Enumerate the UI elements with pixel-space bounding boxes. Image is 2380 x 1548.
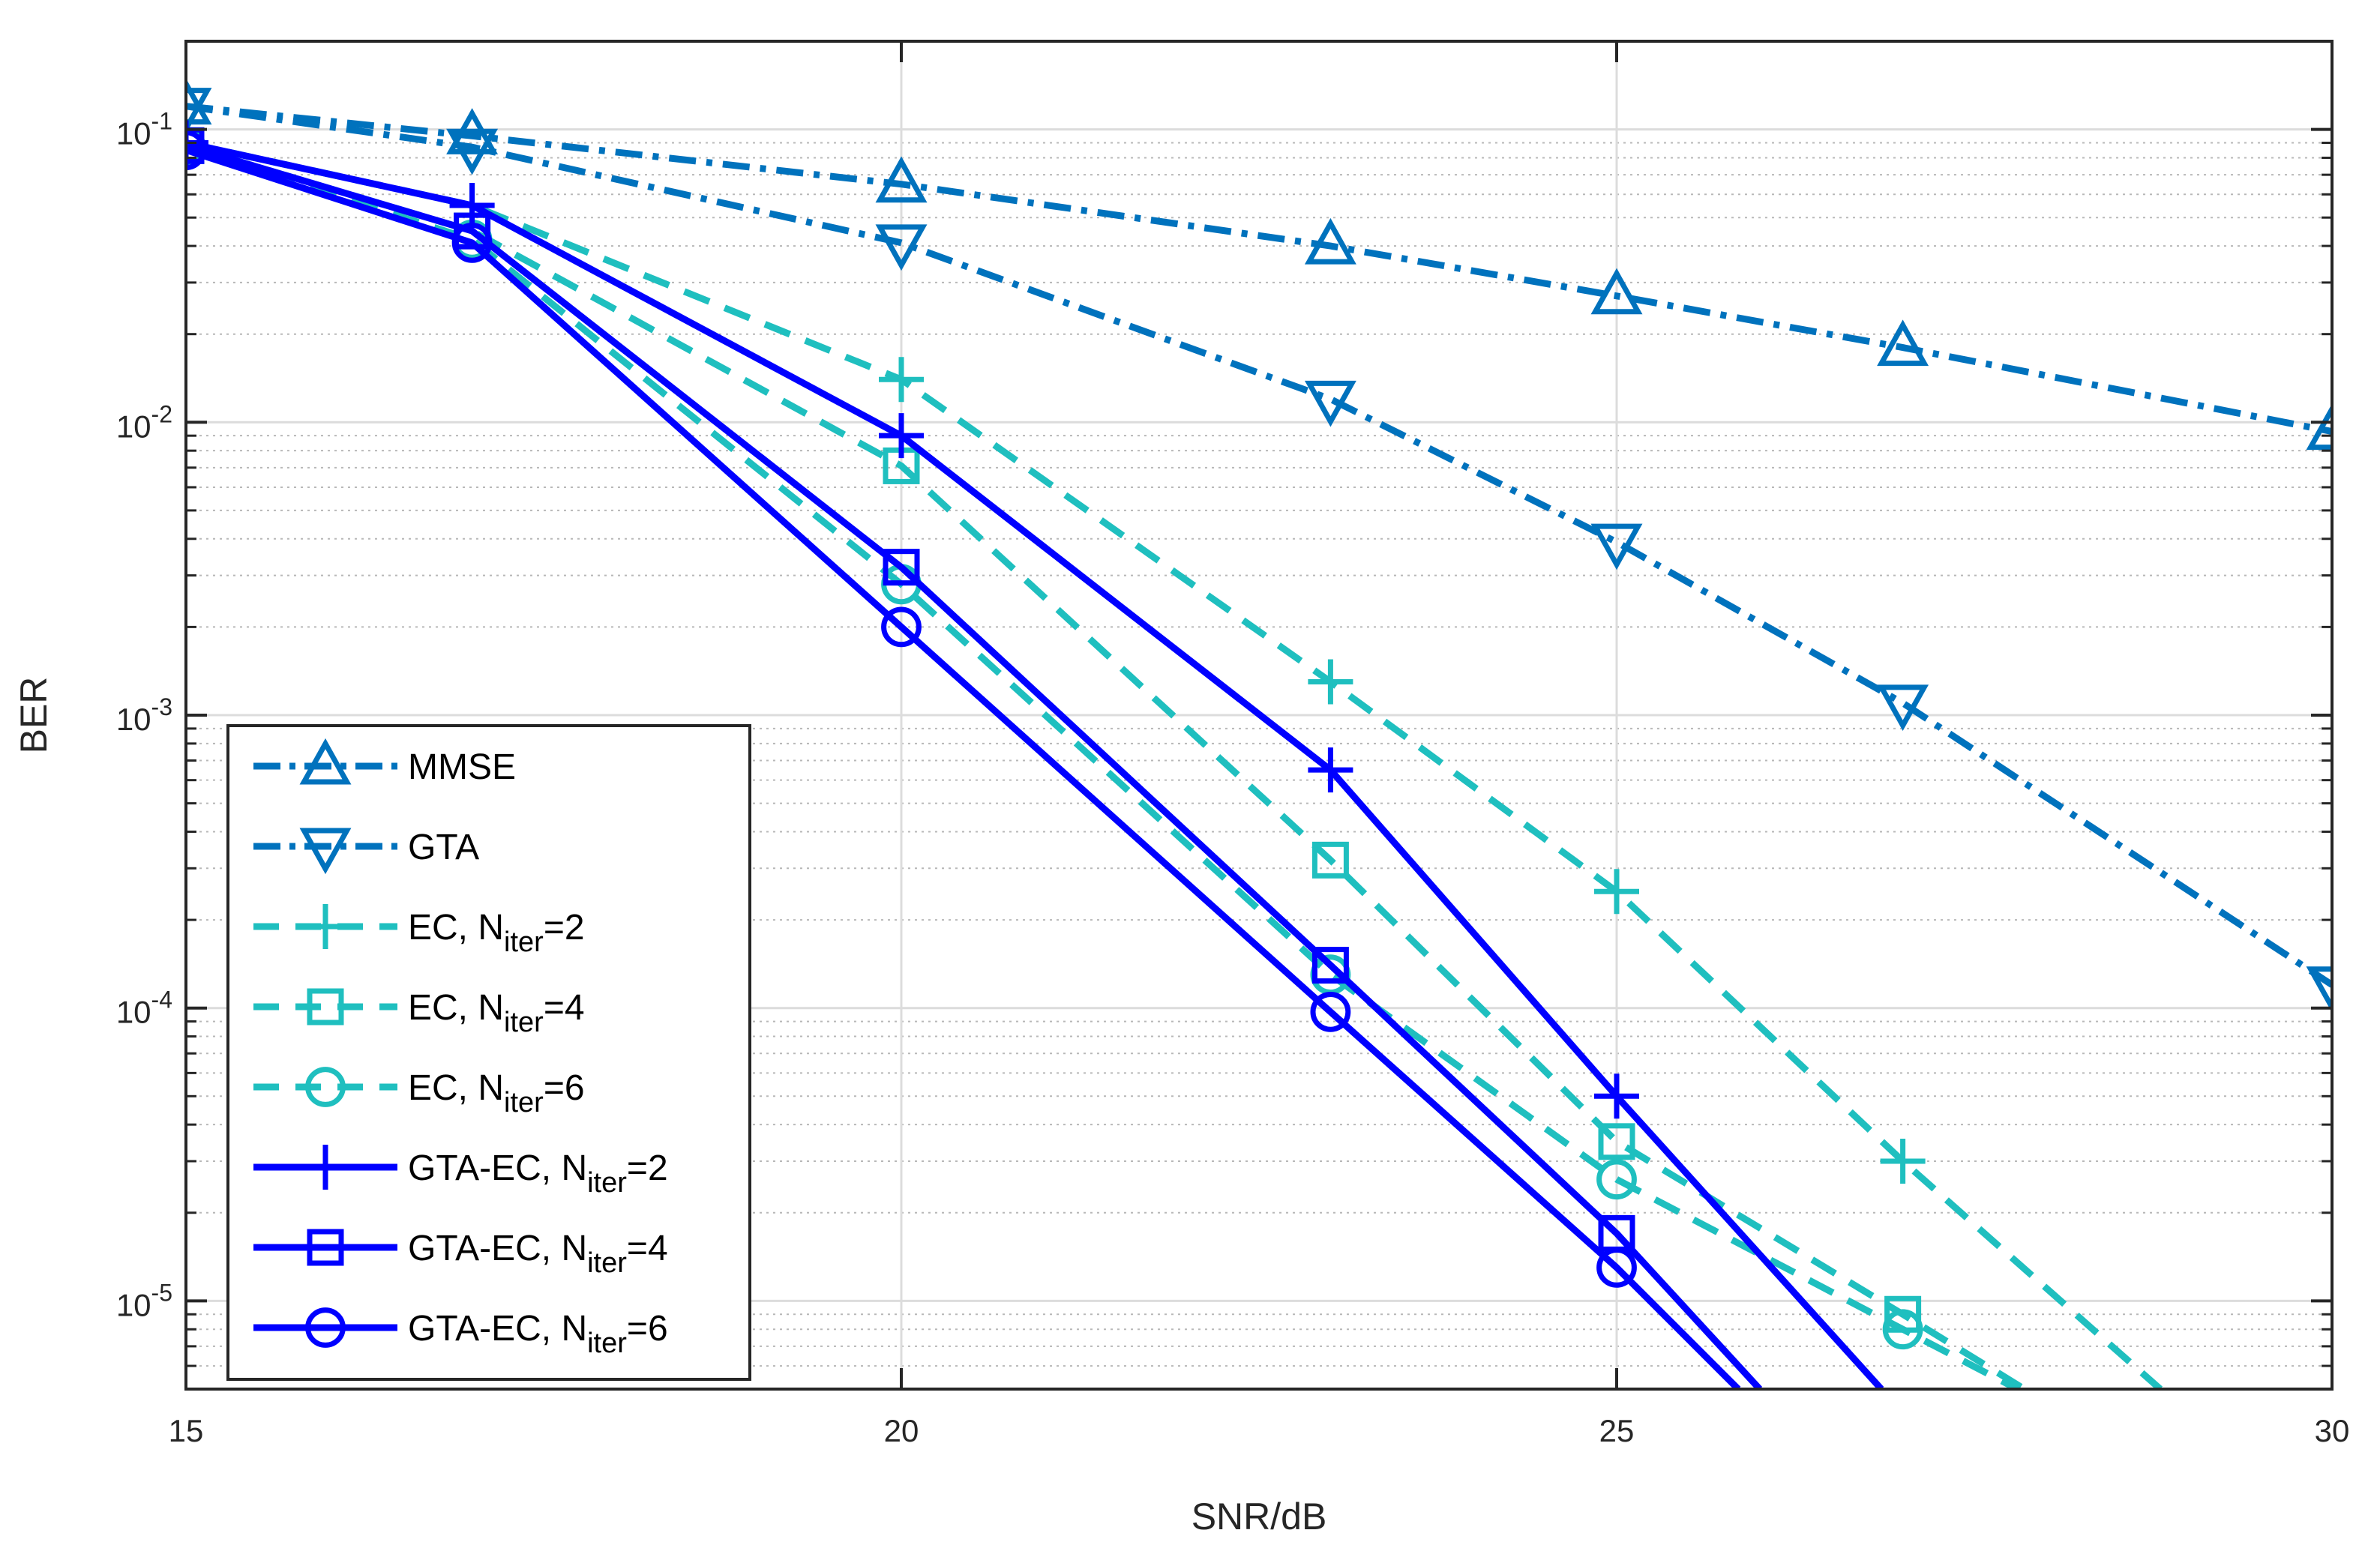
legend-label: GTA-EC, Niter=2 xyxy=(408,1148,668,1199)
legend-label: GTA-EC, Niter=4 xyxy=(408,1229,668,1279)
marker-triangle-down xyxy=(446,128,499,175)
legend-label: MMSE xyxy=(408,747,516,787)
series-layer xyxy=(186,78,2332,1389)
marker-circle xyxy=(1596,1159,1637,1200)
marker-square xyxy=(1311,947,1349,984)
legend-item: EC, Niter=6 xyxy=(253,1067,585,1118)
marker-circle xyxy=(881,606,922,648)
y-tick-label: 10-1 xyxy=(116,108,172,151)
legend-item: GTA-EC, Niter=6 xyxy=(253,1307,668,1359)
y-tick-label: 10-4 xyxy=(116,987,172,1030)
series-GTA xyxy=(186,88,2332,1013)
marker-triangle-up xyxy=(299,738,352,785)
x-axis-label: SNR/dB xyxy=(1191,1496,1327,1538)
marker-square xyxy=(1598,1123,1635,1160)
marker-triangle-down xyxy=(2306,966,2332,1013)
x-tick-labels: 15 20 25 30 xyxy=(169,1413,2350,1448)
marker-square xyxy=(307,1229,344,1266)
marker-plus xyxy=(1594,1073,1639,1119)
series-line xyxy=(186,143,2019,1389)
marker-triangle-down xyxy=(299,828,352,875)
x-tick-label: 20 xyxy=(884,1413,919,1448)
legend-label: GTA-EC, Niter=6 xyxy=(408,1309,668,1359)
marker-triangle-down xyxy=(1877,684,1929,732)
marker-triangle-up xyxy=(1590,268,1643,315)
marker-circle xyxy=(305,1067,346,1107)
marker-plus xyxy=(1308,747,1353,793)
series-line xyxy=(186,139,1884,1389)
marker-plus xyxy=(449,183,495,229)
y-tick-label: 10-5 xyxy=(116,1279,172,1322)
marker-circle xyxy=(305,1307,346,1348)
marker-plus xyxy=(303,904,348,949)
major-grid xyxy=(184,41,2334,1389)
legend-label: EC, Niter=6 xyxy=(408,1068,585,1118)
legend-item: GTA-EC, Niter=4 xyxy=(253,1229,668,1279)
marker-triangle-down xyxy=(1304,380,1356,427)
marker-plus xyxy=(1880,1138,1926,1184)
legend-label: EC, Niter=2 xyxy=(408,908,585,958)
marker-circle xyxy=(1596,1247,1637,1288)
marker-triangle-down xyxy=(1590,523,1643,570)
ticks-layer xyxy=(184,41,2334,1389)
marker-plus xyxy=(303,1145,348,1190)
marker-plus xyxy=(879,413,924,459)
series-line xyxy=(186,146,1741,1389)
x-tick-label: 25 xyxy=(1599,1413,1635,1448)
x-tick-label: 15 xyxy=(169,1413,204,1448)
y-tick-labels: 10-5 10-4 10-3 10-2 10-1 xyxy=(116,108,172,1323)
marker-plus xyxy=(1308,659,1353,705)
marker-triangle-up xyxy=(1877,319,1929,367)
marker-triangle-up xyxy=(875,156,928,203)
legend-item: EC, Niter=2 xyxy=(253,904,585,958)
legend-item: EC, Niter=4 xyxy=(253,988,585,1038)
legend-item: GTA xyxy=(253,828,479,875)
marker-circle xyxy=(1882,1309,1923,1350)
legend-box xyxy=(226,724,751,1381)
y-axis-label: BER xyxy=(13,677,55,754)
marker-triangle-up xyxy=(186,78,212,125)
marker-triangle-down xyxy=(875,224,928,271)
series-line xyxy=(186,142,1763,1389)
marker-square xyxy=(307,988,344,1026)
legend-item: GTA-EC, Niter=2 xyxy=(253,1145,668,1199)
legend-label: GTA xyxy=(408,828,479,867)
y-tick-label: 10-3 xyxy=(116,693,172,737)
y-tick-label: 10-2 xyxy=(116,400,172,444)
legend-item: MMSE xyxy=(253,738,516,787)
series-line xyxy=(186,103,2332,988)
legend: MMSE GTA EC, Niter=2 EC, Niter=4 EC, Niter=6… xyxy=(226,724,751,1381)
marker-triangle-up xyxy=(2306,403,2332,451)
marker-square xyxy=(883,549,920,586)
marker-triangle-down xyxy=(186,88,212,134)
marker-plus xyxy=(879,357,924,403)
marker-plus xyxy=(1594,869,1639,915)
series-line xyxy=(186,103,2332,436)
marker-square xyxy=(1311,841,1349,879)
x-tick-label: 30 xyxy=(2315,1413,2350,1448)
marker-circle xyxy=(1310,991,1351,1032)
legend-label: EC, Niter=4 xyxy=(408,988,585,1038)
marker-triangle-up xyxy=(1304,217,1356,265)
marker-circle xyxy=(451,222,493,263)
